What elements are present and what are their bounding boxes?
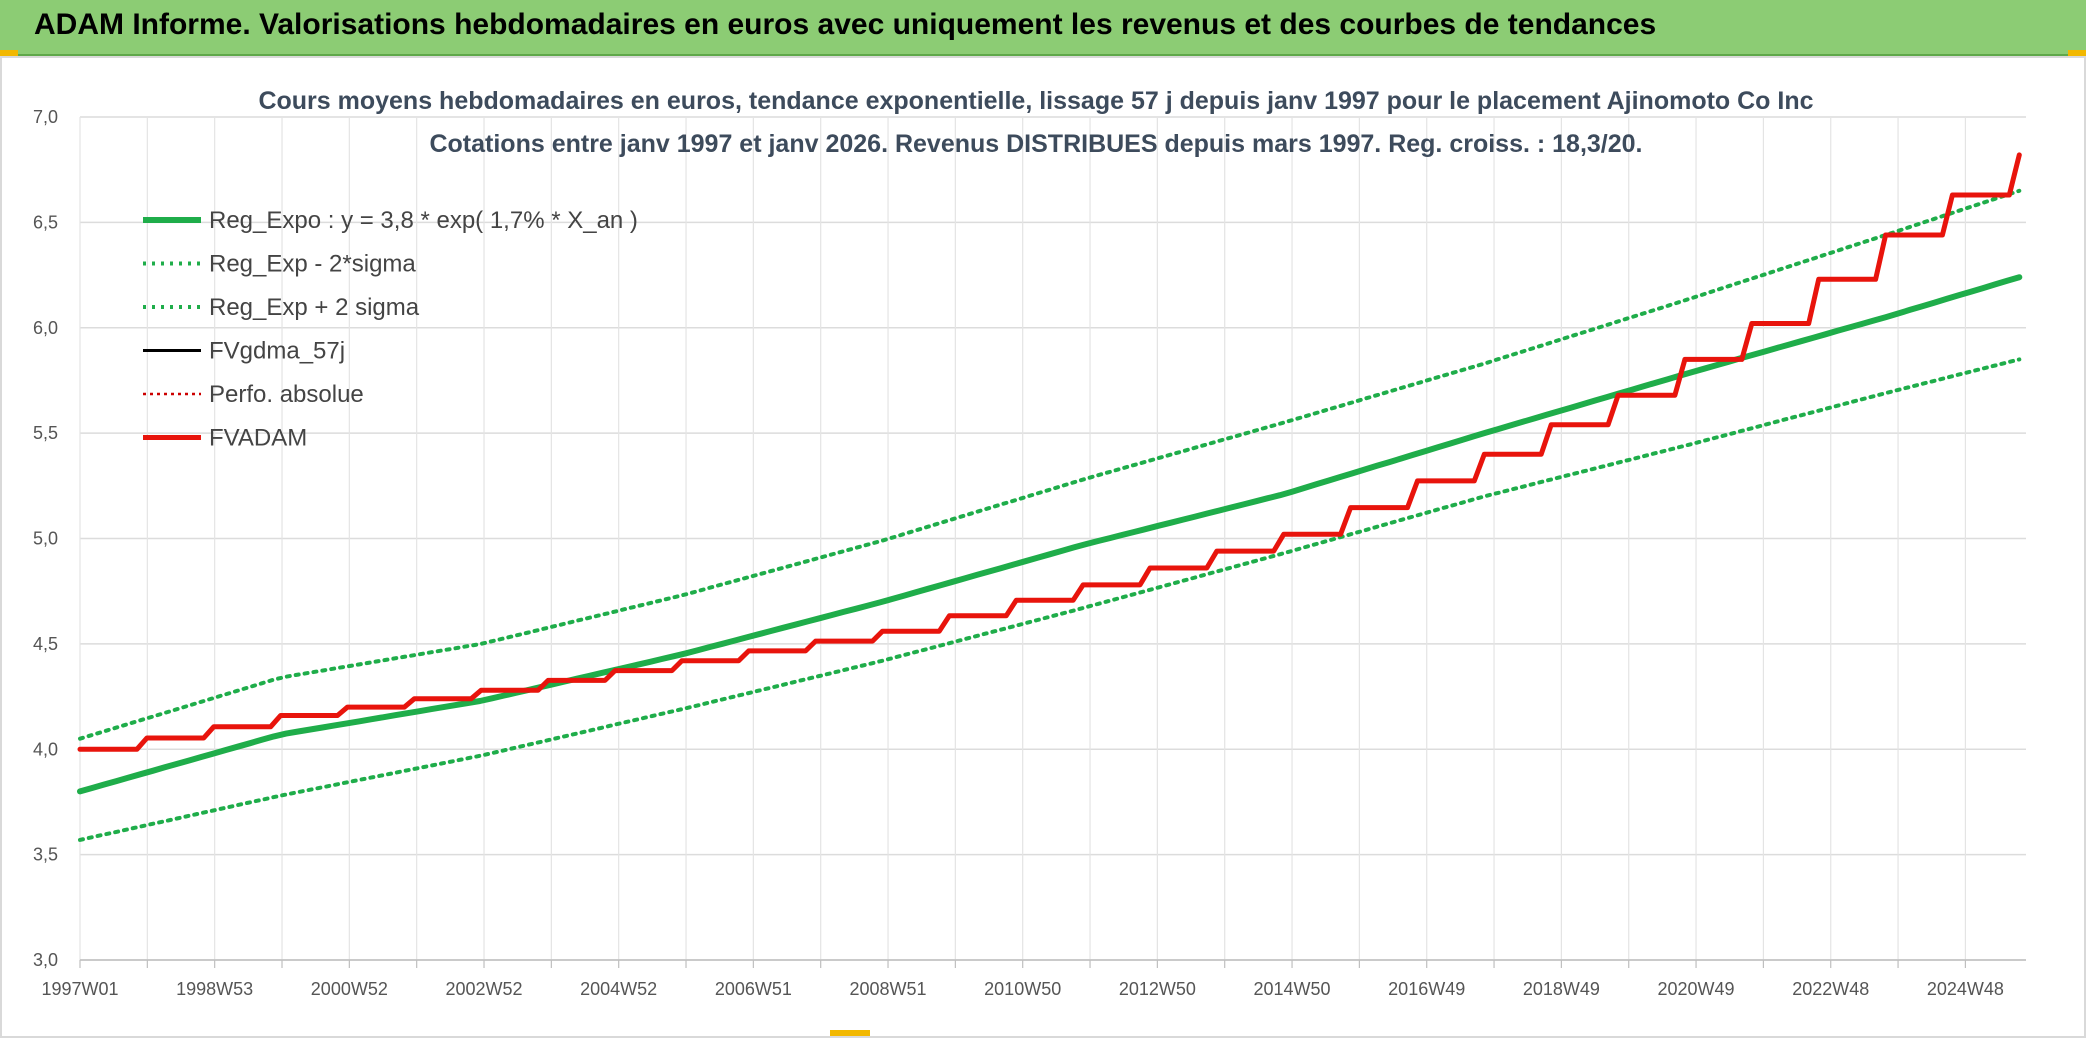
x-tick-label: 2010W50 (984, 979, 1061, 999)
report-banner: ADAM Informe. Valorisations hebdomadaire… (0, 0, 2086, 56)
corner-mark-left (0, 50, 18, 58)
x-tick-label: 2024W48 (1927, 979, 2004, 999)
chart-frame (0, 56, 2086, 1038)
series-line-1 (78, 357, 2022, 842)
x-tick-label: 2006W51 (715, 979, 792, 999)
series-line-2 (78, 188, 2022, 741)
y-tick-label: 5,0 (33, 529, 58, 549)
legend-label-4: Perfo. absolue (209, 381, 364, 408)
legend: Reg_Expo : y = 3,8 * exp( 1,7% * X_an ) R… (143, 207, 638, 452)
x-tick-label: 2022W48 (1792, 979, 1869, 999)
ticks: 3,0 3,5 4,0 4,5 5,0 5,5 6,0 6,5 7,0 1997W01 1998W5… (33, 107, 2004, 999)
y-tick-label: 5,5 (33, 423, 58, 443)
y-tick-label: 4,0 (33, 739, 58, 759)
series-line-4 (78, 153, 2021, 751)
x-tick-label: 2018W49 (1523, 979, 1600, 999)
y-tick-label: 3,5 (33, 845, 58, 865)
bottom-mark (830, 1030, 870, 1038)
x-tick-label: 1998W53 (176, 979, 253, 999)
legend-label-3: FVgdma_57j (209, 338, 345, 365)
series-line-3 (78, 153, 2021, 751)
y-tick-label: 7,0 (33, 107, 58, 127)
legend-label-2: Reg_Exp + 2 sigma (209, 294, 420, 321)
x-tick-label: 2004W52 (580, 979, 657, 999)
x-tick-label: 2020W49 (1658, 979, 1735, 999)
grid (79, 116, 2026, 968)
corner-mark-right (2068, 50, 2086, 58)
legend-label-0: Reg_Expo : y = 3,8 * exp( 1,7% * X_an ) (209, 207, 638, 234)
x-tick-label: 2016W49 (1388, 979, 1465, 999)
x-tick-label: 2008W51 (849, 979, 926, 999)
legend-label-1: Reg_Exp - 2*sigma (209, 251, 416, 278)
x-tick-label: 2002W52 (445, 979, 522, 999)
chart-title: Cours moyens hebdomadaires en euros, ten… (258, 87, 1813, 115)
x-tick-label: 2014W50 (1254, 979, 1331, 999)
x-tick-label: 2000W52 (311, 979, 388, 999)
chart-subtitle: Cotations entre janv 1997 et janv 2026. … (429, 130, 1642, 158)
y-tick-label: 4,5 (33, 634, 58, 654)
y-tick-label: 6,0 (33, 318, 58, 338)
series-line-5 (77, 152, 2022, 752)
y-tick-label: 6,5 (33, 212, 58, 232)
x-tick-label: 2012W50 (1119, 979, 1196, 999)
series-layer (77, 152, 2023, 842)
legend-label-5: FVADAM (209, 425, 307, 452)
x-tick-label: 1997W01 (41, 979, 118, 999)
y-tick-label: 3,0 (33, 950, 58, 970)
report-title: ADAM Informe. Valorisations hebdomadaire… (34, 8, 1657, 41)
series-line-0 (77, 274, 2023, 795)
